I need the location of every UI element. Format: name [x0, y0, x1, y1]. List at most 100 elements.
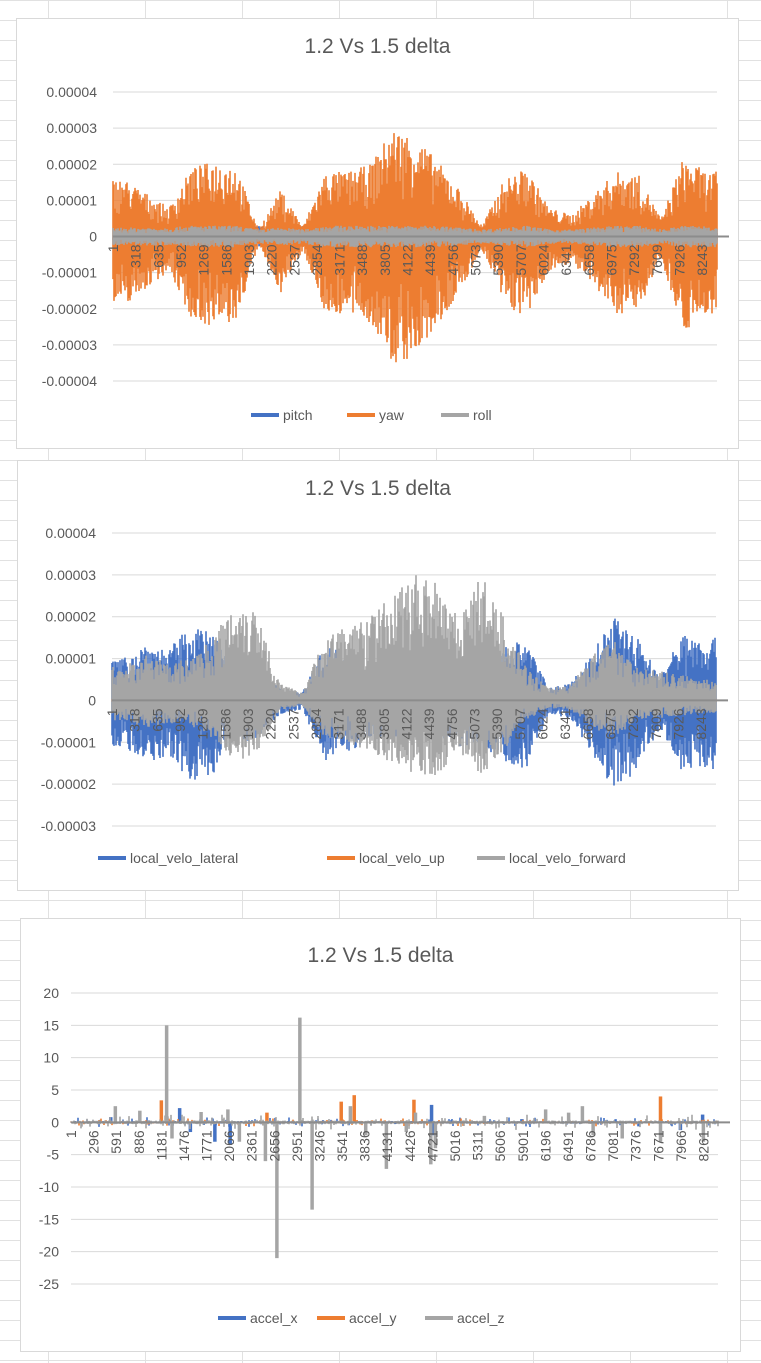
legend-item-local_velo_forward[interactable]: local_velo_forward [477, 850, 626, 866]
x-tick-label: 4122 [400, 244, 416, 275]
x-tick-label: 2854 [308, 708, 324, 739]
x-tick-label: 1 [63, 1130, 79, 1138]
x-tick-label: 7671 [650, 1130, 666, 1161]
y-tick-label: 0.00003 [46, 120, 97, 136]
y-tick-label: -0.00003 [41, 818, 96, 834]
legend-item-yaw[interactable]: yaw [347, 407, 405, 423]
x-tick-label: 2537 [286, 244, 302, 275]
y-tick-label: 0.00003 [45, 567, 96, 583]
x-tick-label: 1 [104, 708, 120, 716]
x-tick-label: 4122 [399, 708, 415, 739]
y-tick-label: -15 [39, 1211, 59, 1227]
series-trace [111, 575, 717, 775]
x-tick-label: 635 [150, 244, 166, 268]
y-tick-label: -10 [39, 1179, 59, 1195]
x-tick-label: 6786 [583, 1130, 599, 1161]
legend-item-accel_z[interactable]: accel_z [425, 1310, 504, 1326]
y-tick-label: 15 [43, 1017, 59, 1033]
legend-item-local_velo_lateral[interactable]: local_velo_lateral [98, 850, 238, 866]
legend-item-roll[interactable]: roll [441, 407, 492, 423]
y-tick-label: 0.00001 [46, 192, 97, 208]
x-tick-label: 1903 [240, 708, 256, 739]
x-tick-label: 3171 [331, 708, 347, 739]
y-tick-label: 0 [88, 692, 96, 708]
chart-title: 1.2 Vs 1.5 delta [305, 477, 451, 500]
legend-label: roll [473, 407, 492, 423]
legend-label: local_velo_lateral [130, 850, 238, 866]
x-tick-label: 3171 [332, 244, 348, 275]
x-tick-label: 5073 [468, 244, 484, 275]
y-tick-label: 20 [43, 985, 59, 1001]
legend-label: pitch [283, 407, 313, 423]
legend-item-accel_x[interactable]: accel_x [218, 1310, 297, 1326]
x-tick-label: 6658 [580, 708, 596, 739]
legend-label: local_velo_forward [509, 850, 626, 866]
chart-accel-delta[interactable]: 1.2 Vs 1.5 delta 20 15 10 5 0 -5 -10 -15 -20 -25 1 2… [20, 918, 741, 1352]
x-tick-label: 7609 [648, 708, 664, 739]
x-tick-label: 7609 [649, 244, 665, 275]
y-tick-label: 0.00002 [46, 156, 97, 172]
legend-label: accel_x [250, 1310, 297, 1326]
x-tick-label: 4131 [379, 1130, 395, 1161]
y-tick-label: -0.00003 [42, 337, 97, 353]
x-tick-label: 318 [127, 708, 143, 732]
x-tick-label: 4756 [444, 708, 460, 739]
x-tick-label: 4721 [424, 1130, 440, 1161]
x-tick-label: 7081 [605, 1130, 621, 1161]
x-tick-label: 2656 [266, 1130, 282, 1161]
x-tick-label: 5390 [490, 244, 506, 275]
x-tick-label: 7926 [671, 244, 687, 275]
legend-item-accel_y[interactable]: accel_y [317, 1310, 396, 1326]
x-tick-label: 1269 [196, 244, 212, 275]
x-tick-label: 7926 [670, 708, 686, 739]
x-tick-label: 6975 [602, 708, 618, 739]
x-tick-label: 2220 [263, 708, 279, 739]
x-tick-label: 7966 [673, 1130, 689, 1161]
x-tick-label: 6658 [581, 244, 597, 275]
y-tick-label: 0.00002 [45, 609, 96, 625]
x-tick-label: 6024 [536, 244, 552, 275]
x-tick-label: 3246 [311, 1130, 327, 1161]
y-tick-label: -0.00002 [42, 301, 97, 317]
x-tick-label: 4756 [445, 244, 461, 275]
x-tick-label: 2361 [244, 1130, 260, 1161]
x-tick-label: 2537 [285, 708, 301, 739]
x-tick-label: 886 [131, 1130, 147, 1154]
y-tick-label: 0 [51, 1114, 59, 1130]
x-tick-label: 3488 [353, 708, 369, 739]
x-tick-label: 635 [149, 708, 165, 732]
legend-label: yaw [379, 407, 405, 423]
x-tick-label: 7376 [628, 1130, 644, 1161]
legend-item-local_velo_up[interactable]: local_velo_up [327, 850, 445, 866]
y-tick-label: 10 [43, 1050, 59, 1066]
x-tick-label: 3805 [376, 708, 392, 739]
chart-rotation-delta[interactable]: 1.2 Vs 1.5 delta 0.00004 0.00003 0.00002 0.0… [16, 18, 739, 449]
y-tick-label: -0.00001 [42, 265, 97, 281]
x-tick-label: 8243 [694, 244, 710, 275]
legend-label: accel_y [349, 1310, 396, 1326]
legend-item-pitch[interactable]: pitch [251, 407, 313, 423]
series-local_velo_forward [111, 575, 717, 775]
x-tick-label: 4439 [422, 244, 438, 275]
y-tick-label: 0.00004 [45, 525, 96, 541]
x-tick-label: 2066 [221, 1130, 237, 1161]
x-tick-label: 1476 [176, 1130, 192, 1161]
x-tick-label: 2951 [289, 1130, 305, 1161]
y-tick-label: 0.00004 [46, 84, 97, 100]
x-tick-label: 5901 [515, 1130, 531, 1161]
legend-label: accel_z [457, 1310, 504, 1326]
x-tick-label: 1269 [195, 708, 211, 739]
x-tick-label: 296 [86, 1130, 102, 1154]
x-tick-label: 5073 [467, 708, 483, 739]
x-tick-label: 591 [108, 1130, 124, 1154]
x-tick-label: 1586 [217, 708, 233, 739]
legend-label: local_velo_up [359, 850, 445, 866]
x-tick-label: 3488 [354, 244, 370, 275]
x-tick-label: 4439 [421, 708, 437, 739]
chart-title: 1.2 Vs 1.5 delta [305, 35, 451, 58]
chart-velocity-delta[interactable]: 1.2 Vs 1.5 delta 0.00004 0.00003 0.00002 0.0… [17, 460, 739, 891]
x-tick-label: 5707 [513, 244, 529, 275]
x-tick-label: 3836 [357, 1130, 373, 1161]
x-tick-label: 5606 [492, 1130, 508, 1161]
y-tick-label: -0.00002 [41, 776, 96, 792]
